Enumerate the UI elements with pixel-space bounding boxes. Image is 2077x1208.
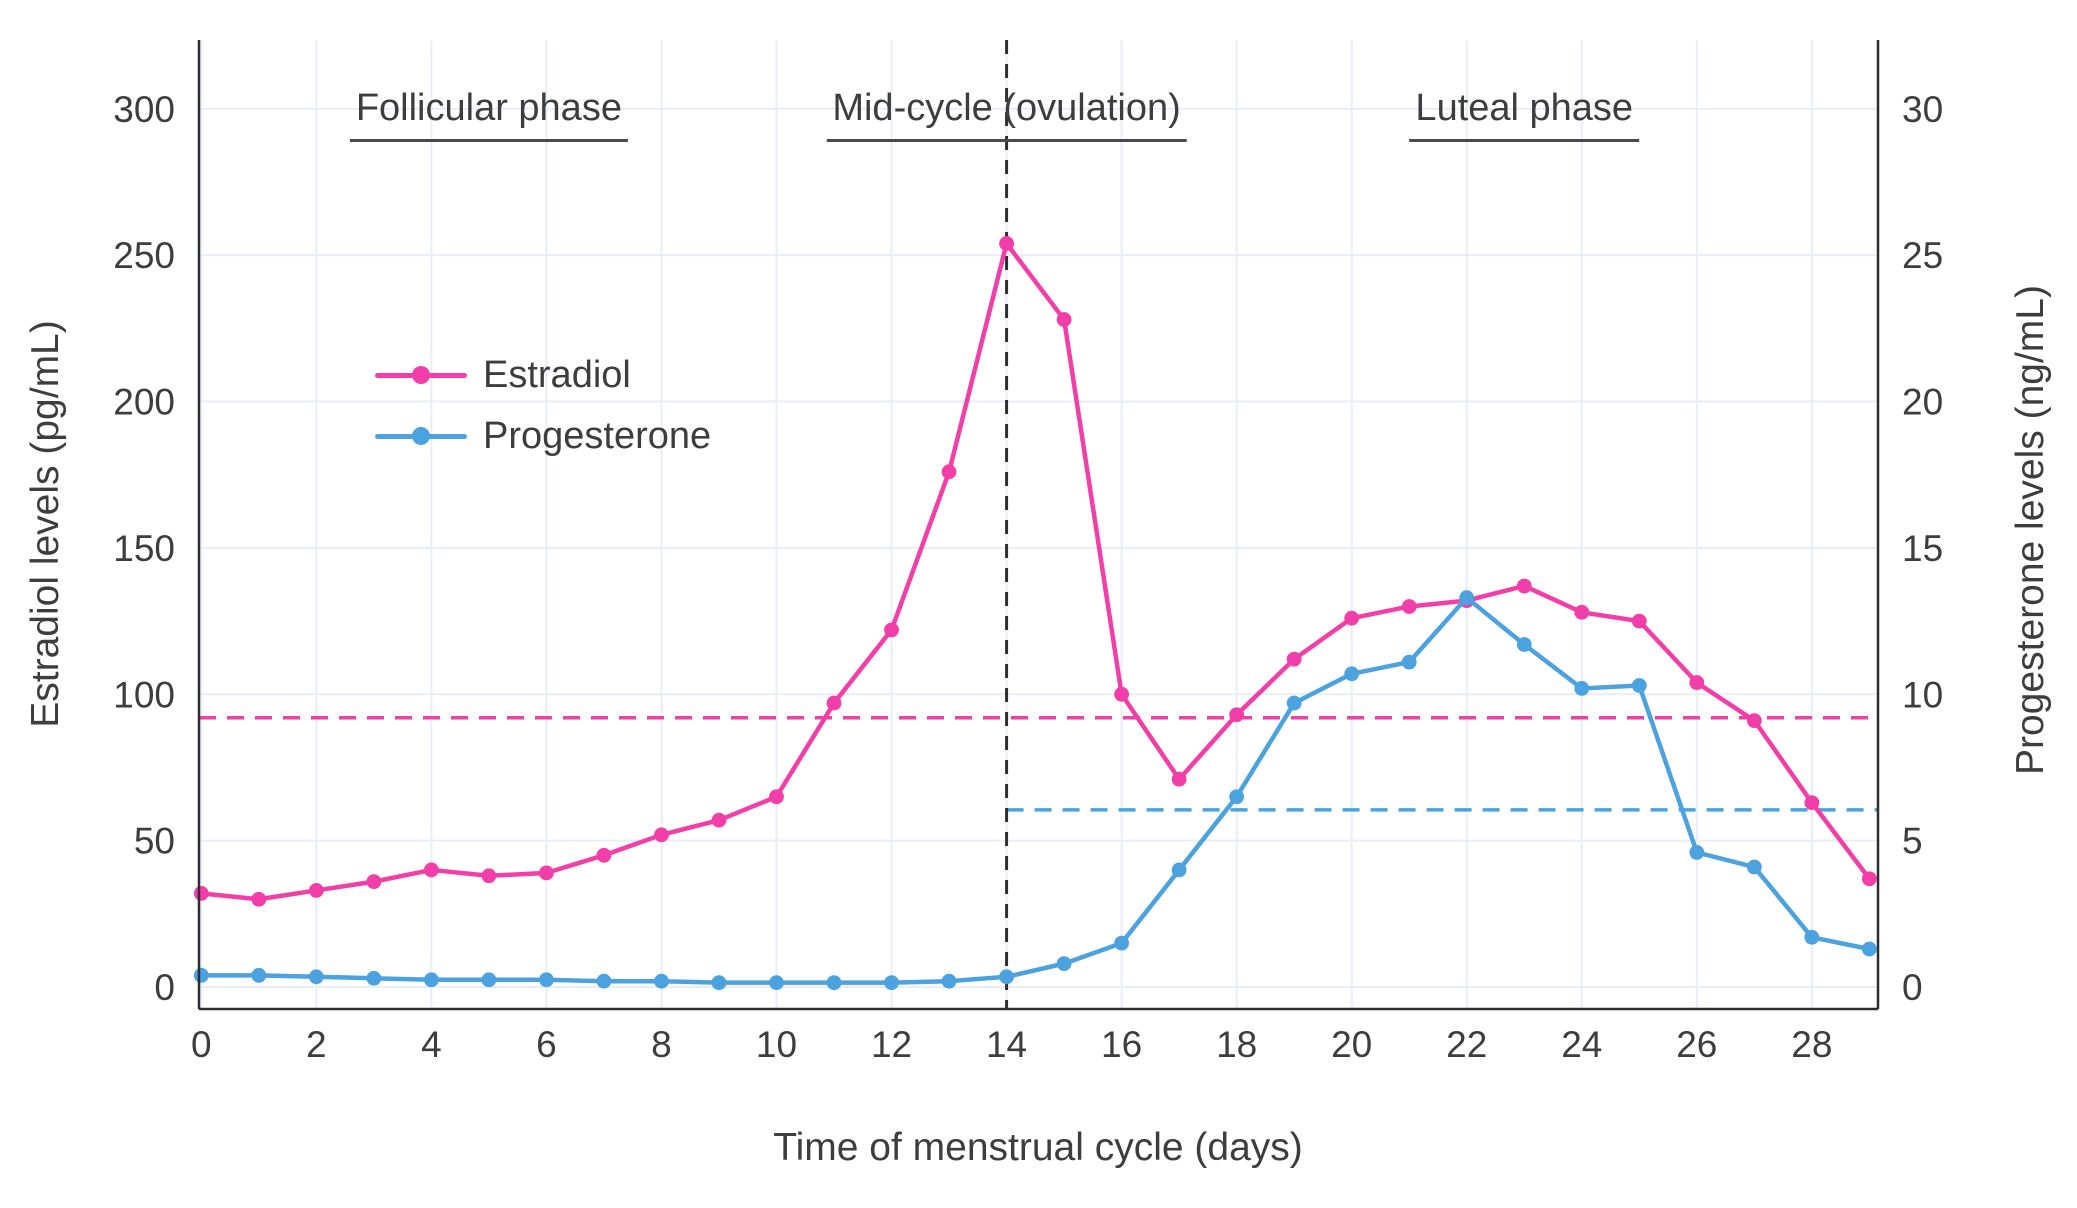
gridlines	[199, 40, 1878, 1009]
progesterone-legend-line-icon	[375, 427, 467, 445]
tick-labels: 0 2 4 6 8 10 12 14 16 18 20 22 24 26 28050100150200250…	[113, 89, 1943, 1065]
y-right-tick-label: 10	[1902, 674, 1943, 715]
x-tick-label: 0	[191, 1024, 212, 1065]
y-left-tick-label: 150	[113, 528, 175, 569]
x-axis-title: Time of menstrual cycle (days)	[773, 1126, 1303, 1169]
progesterone-line	[199, 595, 1872, 985]
x-tick-label: 12	[871, 1024, 912, 1065]
annotation-mid-cycle-ovulation: Mid-cycle (ovulation)	[826, 86, 1187, 142]
estradiol-markers	[193, 236, 1877, 907]
y-left-tick-label: 250	[113, 235, 175, 276]
estradiol-line	[199, 241, 1872, 902]
y-right-tick-label: 15	[1902, 528, 1943, 569]
y-axis-title-right: Progesterone levels (ng/mL)	[2009, 285, 2052, 775]
annotation-follicular-phase: Follicular phase	[349, 86, 628, 142]
y-right-tick-label: 30	[1902, 89, 1943, 130]
x-tick-label: 14	[986, 1024, 1027, 1065]
x-tick-label: 20	[1331, 1024, 1372, 1065]
legend-item-estradiol: Estradiol	[375, 347, 711, 403]
y-left-tick-label: 200	[113, 382, 175, 423]
progesterone-markers	[193, 590, 1877, 991]
x-tick-label: 6	[536, 1024, 557, 1065]
y-left-tick-label: 300	[113, 89, 175, 130]
legend-label-estradiol: Estradiol	[483, 353, 631, 396]
x-tick-label: 10	[756, 1024, 797, 1065]
y-right-tick-label: 25	[1902, 235, 1943, 276]
y-right-tick-label: 0	[1902, 967, 1923, 1008]
estradiol-legend-line-icon	[375, 366, 467, 384]
y-left-tick-label: 100	[113, 674, 175, 715]
x-tick-label: 4	[421, 1024, 442, 1065]
annotation-luteal-phase: Luteal phase	[1409, 86, 1640, 142]
x-tick-label: 24	[1561, 1024, 1602, 1065]
x-tick-label: 8	[651, 1024, 672, 1065]
x-tick-label: 26	[1676, 1024, 1717, 1065]
y-axis-title-left: Estradiol levels (pg/mL)	[24, 320, 67, 728]
legend-item-progesterone: Progesterone	[375, 408, 711, 464]
x-tick-label: 18	[1216, 1024, 1257, 1065]
y-right-tick-label: 20	[1902, 382, 1943, 423]
axis-spines	[197, 40, 1880, 1011]
x-tick-label: 16	[1101, 1024, 1142, 1065]
x-tick-label: 22	[1446, 1024, 1487, 1065]
y-left-tick-label: 50	[134, 821, 175, 862]
x-tick-label: 2	[306, 1024, 327, 1065]
estradiol-legend-dot-icon	[412, 366, 430, 384]
y-left-tick-label: 0	[154, 967, 175, 1008]
progesterone-legend-dot-icon	[412, 427, 430, 445]
legend: Estradiol Progesterone	[375, 347, 711, 464]
legend-label-progesterone: Progesterone	[483, 414, 712, 457]
x-tick-label: 28	[1791, 1024, 1832, 1065]
y-right-tick-label: 5	[1902, 821, 1923, 862]
